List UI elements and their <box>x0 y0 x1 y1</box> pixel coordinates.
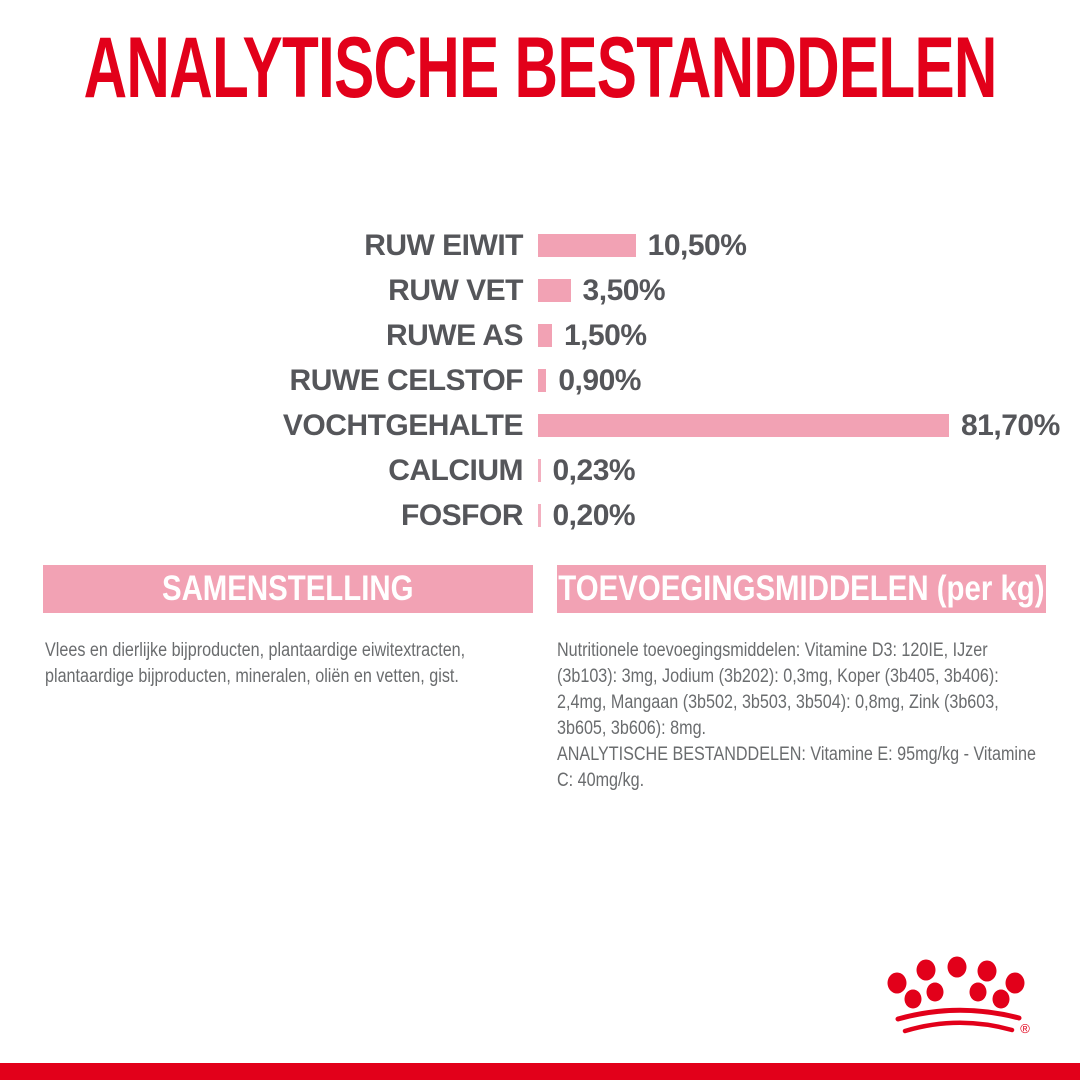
bar-value: 3,50% <box>582 273 666 307</box>
bar-label: RUWE CELSTOF <box>289 363 524 397</box>
toevoegingsmiddelen-body: Nutritionele toevoegingsmiddelen: Vitami… <box>557 638 1047 794</box>
bar-label: RUW EIWIT <box>364 228 523 262</box>
bar <box>538 414 949 437</box>
section-header-toevoegingsmiddelen: TOEVOEGINGSMIDDELEN (per kg) <box>557 565 1046 613</box>
crown-dots <box>887 956 1025 1009</box>
section-header-samenstelling: SAMENSTELLING <box>43 565 533 613</box>
bar <box>538 279 571 302</box>
bar <box>538 324 552 347</box>
bar <box>538 234 636 257</box>
bar-label: RUW VET <box>388 273 523 307</box>
toevoegingsmiddelen-text-1: Nutritionele toevoegingsmiddelen: Vitami… <box>557 640 999 739</box>
bar-row: RUWE AS 1,50% <box>0 313 1080 358</box>
bar-value: 1,50% <box>563 318 647 352</box>
bar-row: RUWE CELSTOF 0,90% <box>0 358 1080 403</box>
bar-label: VOCHTGEHALTE <box>282 408 524 442</box>
samenstelling-text: Vlees en dierlijke bijproducten, plantaa… <box>45 640 466 687</box>
section-header-label: TOEVOEGINGSMIDDELEN (per kg) <box>558 569 1045 608</box>
bar <box>538 369 547 392</box>
section-header-label: SAMENSTELLING <box>162 569 414 608</box>
bar-row: FOSFOR 0,20% <box>0 493 1080 538</box>
royal-canin-crown-logo: ® <box>887 956 1030 1036</box>
bar-value: 0,23% <box>552 453 636 487</box>
page-title-wrap: ANALYTISCHE BESTANDDELEN <box>0 22 1080 114</box>
footer-red-bar <box>0 1063 1080 1080</box>
bar-value: 0,90% <box>558 363 641 397</box>
bar-label: FOSFOR <box>401 498 524 532</box>
bar-value: 10,50% <box>647 228 747 262</box>
bar-label: CALCIUM <box>388 453 523 487</box>
bar <box>538 459 541 482</box>
bar-row: RUW VET 3,50% <box>0 268 1080 313</box>
bar-row: VOCHTGEHALTE 81,70% <box>0 403 1080 448</box>
registered-trademark: ® <box>1020 1021 1030 1036</box>
toevoegingsmiddelen-text-2: ANALYTISCHE BESTANDDELEN: Vitamine E: 95… <box>557 744 1036 791</box>
bar-chart: RUW EIWIT 10,50% RUW VET 3,50% RUWE AS 1,50% R… <box>0 223 1080 538</box>
bar-row: RUW EIWIT 10,50% <box>0 223 1080 268</box>
bar-label: RUWE AS <box>385 318 524 352</box>
bar-value: 0,20% <box>552 498 636 532</box>
bar <box>538 504 541 527</box>
bar-value: 81,70% <box>961 408 1060 442</box>
samenstelling-body: Vlees en dierlijke bijproducten, plantaa… <box>45 638 531 690</box>
crown-arcs <box>895 1007 1022 1034</box>
bar-row: CALCIUM 0,23% <box>0 448 1080 493</box>
page-title: ANALYTISCHE BESTANDDELEN <box>83 20 997 116</box>
